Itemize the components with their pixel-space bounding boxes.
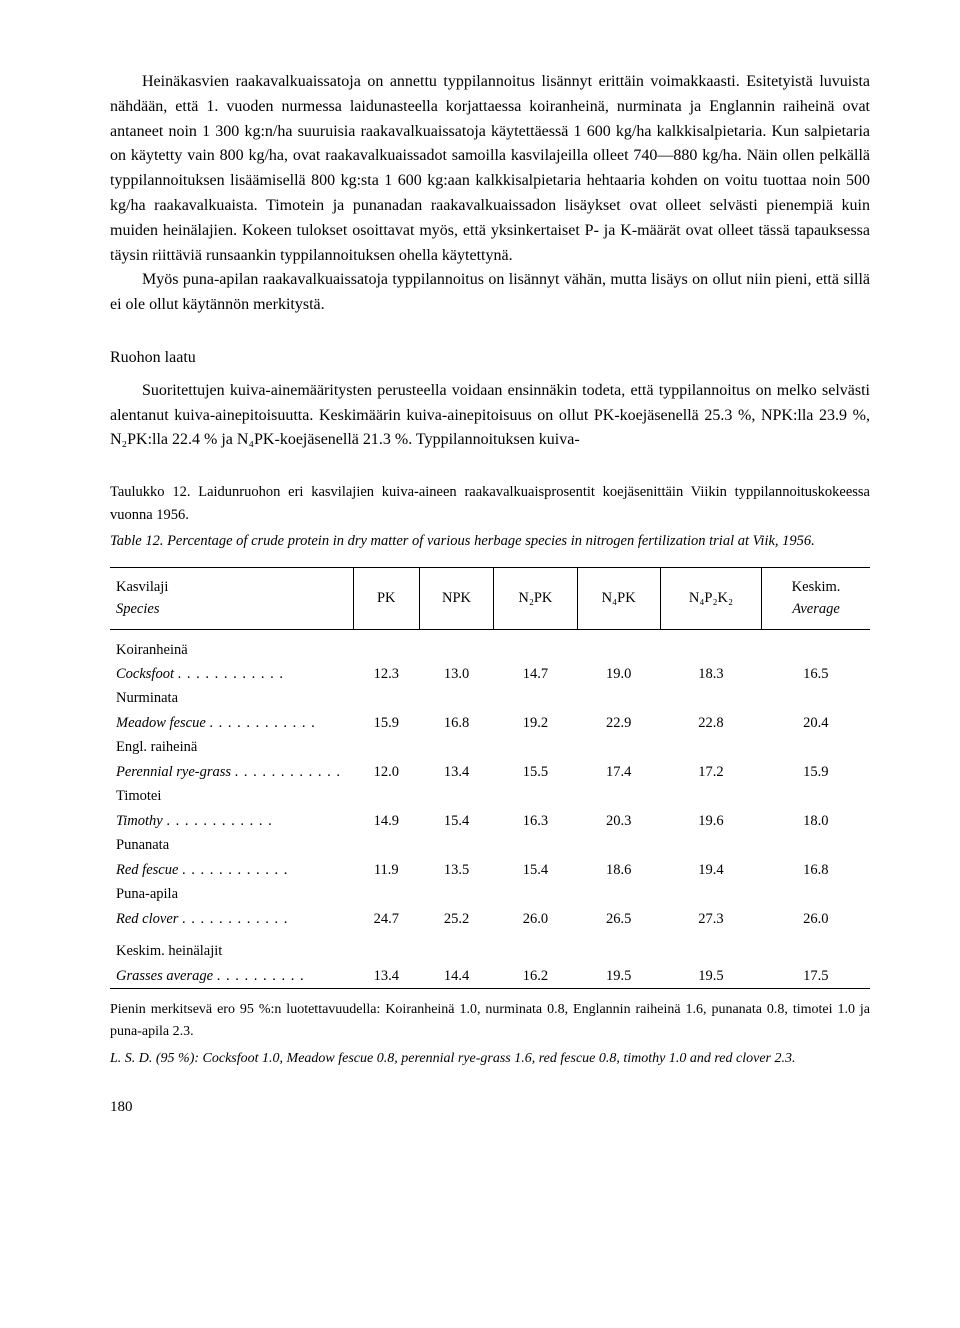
table-row: Meadow fescue . . . . . . . . . . . .15.… <box>110 711 870 735</box>
table-summary-row: Grasses average . . . . . . . . . .13.41… <box>110 964 870 989</box>
col-pk: PK <box>353 567 419 629</box>
table-row: Red fescue . . . . . . . . . . . .11.913… <box>110 858 870 882</box>
table-row: Engl. raiheinä <box>110 735 870 759</box>
col-avg: Keskim. Average <box>762 567 870 629</box>
table-row: Puna-apila <box>110 882 870 906</box>
body-paragraph-3: Suoritettujen kuiva-ainemääritysten peru… <box>110 379 870 453</box>
table-row: Punanata <box>110 833 870 857</box>
table-row: Koiranheinä <box>110 638 870 662</box>
table-footnote-fi: Pienin merkitsevä ero 95 %:n luotettavuu… <box>110 999 870 1042</box>
table-header-row: Kasvilaji Species PK NPK N₂PK N₄PK N₄P₂K… <box>110 567 870 629</box>
table-footnote-en: L. S. D. (95 %): Cocksfoot 1.0, Meadow f… <box>110 1048 870 1070</box>
section-heading: Ruohon laatu <box>110 346 870 371</box>
col-species: Kasvilaji Species <box>110 567 353 629</box>
body-paragraph-1: Heinäkasvien raakavalkuaissatoja on anne… <box>110 70 870 268</box>
col-n4p2k2: N₄P₂K₂ <box>660 567 761 629</box>
table-caption-en: Table 12. Percentage of crude protein in… <box>110 530 870 552</box>
col-n4pk: N₄PK <box>577 567 660 629</box>
table-row: Nurminata <box>110 686 870 710</box>
table-summary-row: Keskim. heinälajit <box>110 939 870 963</box>
protein-table: Kasvilaji Species PK NPK N₂PK N₄PK N₄P₂K… <box>110 567 870 990</box>
table-row: Red clover . . . . . . . . . . . .24.725… <box>110 907 870 931</box>
page-number: 180 <box>110 1096 870 1119</box>
table-row: Cocksfoot . . . . . . . . . . . .12.313.… <box>110 662 870 686</box>
table-row: Timotei <box>110 784 870 808</box>
col-n2pk: N₂PK <box>494 567 577 629</box>
body-paragraph-2: Myös puna-apilan raakavalkuaissatoja typ… <box>110 268 870 318</box>
table-caption-fi: Taulukko 12. Laidunruohon eri kasvilajie… <box>110 481 870 526</box>
table-row: Timothy . . . . . . . . . . . .14.915.41… <box>110 809 870 833</box>
col-npk: NPK <box>419 567 493 629</box>
table-row: Perennial rye-grass . . . . . . . . . . … <box>110 760 870 784</box>
